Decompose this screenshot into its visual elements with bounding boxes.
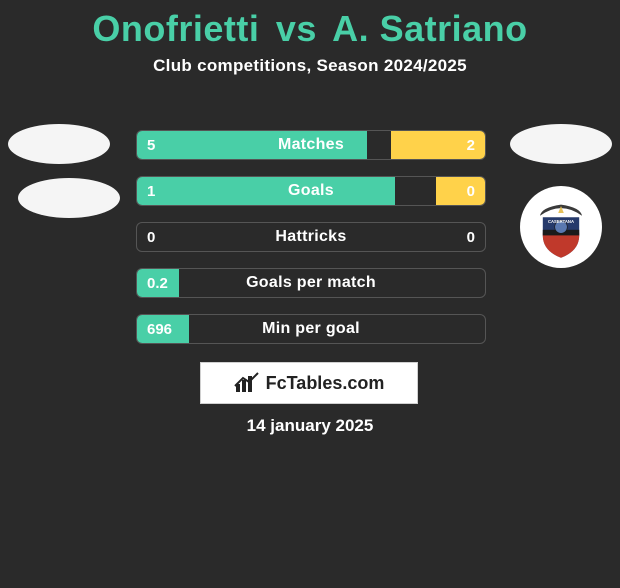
stat-row: Goals1 0: [136, 176, 486, 206]
date: 14 january 2025: [0, 416, 620, 436]
stat-value-left: 0: [147, 223, 155, 251]
stat-value-right: 0: [467, 223, 475, 251]
player2-avatar: [510, 124, 612, 164]
stat-label: Min per goal: [137, 315, 485, 343]
stat-label: Hattricks: [137, 223, 485, 251]
player1-name: Onofrietti: [92, 8, 259, 49]
stat-value-left: 0.2: [147, 269, 168, 297]
brand-box: FcTables.com: [200, 362, 418, 404]
player2-club-badge: CASERTANA: [520, 186, 602, 268]
subtitle: Club competitions, Season 2024/2025: [0, 56, 620, 76]
stat-value-left: 5: [147, 131, 155, 159]
player1-club-avatar: [18, 178, 120, 218]
stat-value-left: 1: [147, 177, 155, 205]
stat-label: Goals per match: [137, 269, 485, 297]
stat-row: Min per goal696: [136, 314, 486, 344]
stat-label: Matches: [137, 131, 485, 159]
stats-container: Matches52Goals10Hattricks00Goals per mat…: [136, 130, 486, 360]
page-title: Onofrietti vs A. Satriano: [0, 8, 620, 50]
stat-row: Hattricks0 0: [136, 222, 486, 252]
player1-avatar: [8, 124, 110, 164]
player2-name: A. Satriano: [332, 8, 528, 49]
brand-chart-icon: [234, 372, 260, 394]
stat-value-right: 0: [467, 177, 475, 205]
svg-text:CASERTANA: CASERTANA: [548, 219, 574, 224]
club-crest-icon: CASERTANA: [526, 192, 596, 262]
brand-text: FcTables.com: [266, 373, 385, 394]
stat-row: Goals per match0.2: [136, 268, 486, 298]
stat-value-right: 2: [467, 131, 475, 159]
stat-label: Goals: [137, 177, 485, 205]
vs-label: vs: [276, 8, 317, 49]
stat-row: Matches5 2: [136, 130, 486, 160]
stat-value-left: 696: [147, 315, 172, 343]
